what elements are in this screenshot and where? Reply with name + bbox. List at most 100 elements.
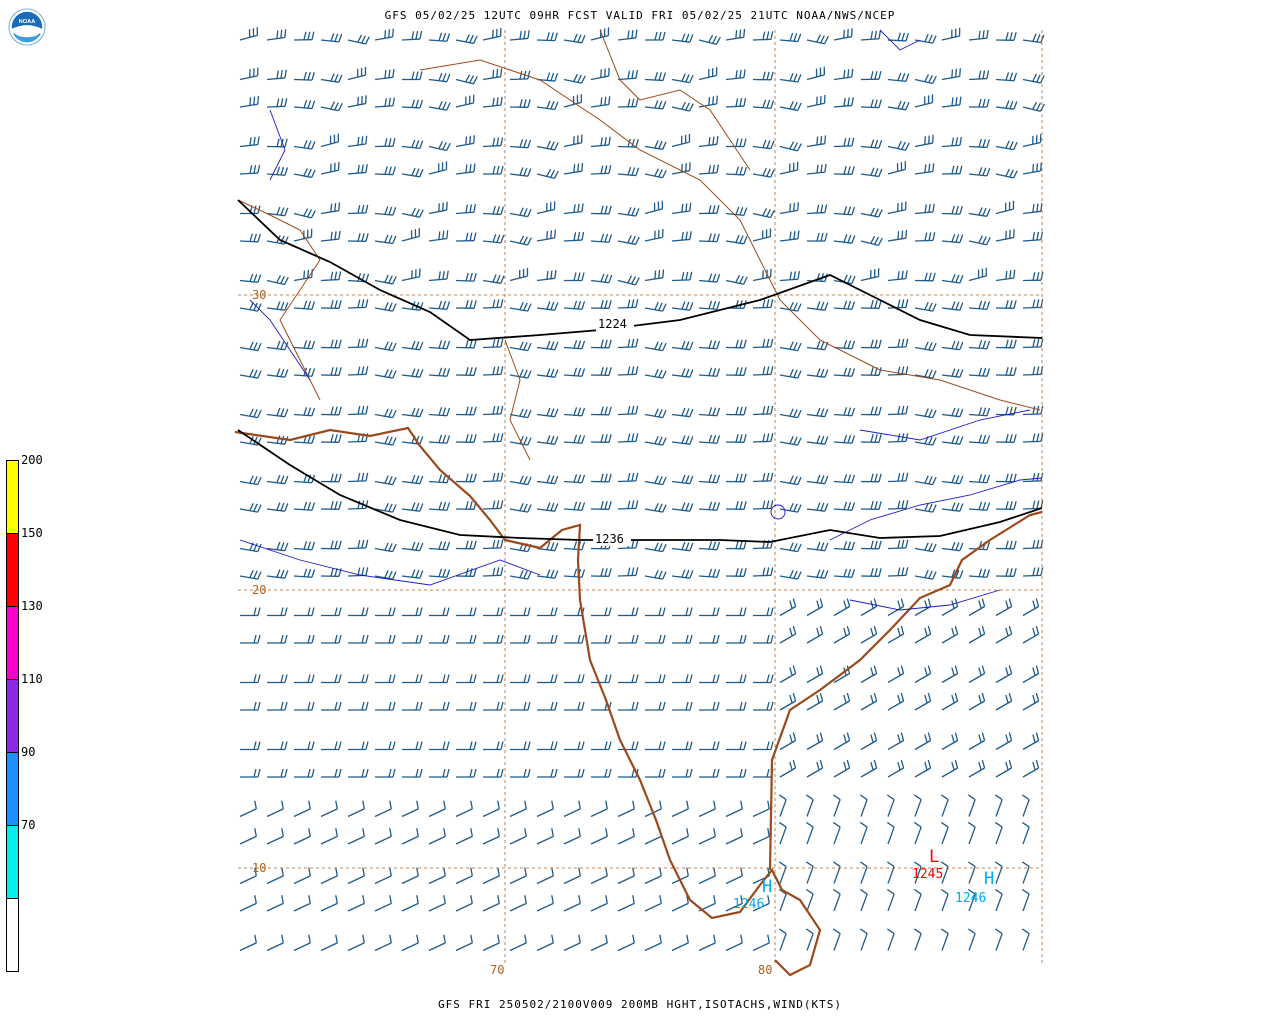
wind-barb — [833, 166, 855, 175]
wind-barb — [429, 701, 450, 711]
wind-barb — [347, 472, 369, 483]
wind-barb — [347, 164, 368, 175]
wind-barb — [644, 542, 667, 553]
wind-barb — [644, 502, 667, 513]
wind-barb — [941, 732, 959, 751]
wind-barb — [617, 275, 640, 286]
wind-barb — [967, 821, 976, 845]
wind-barb — [267, 701, 288, 711]
wind-barb — [779, 271, 801, 282]
wind-barb — [320, 161, 340, 175]
wind-barb — [698, 407, 721, 417]
wind-barb — [483, 607, 504, 617]
wind-barb — [941, 340, 964, 351]
wind-barb — [645, 674, 666, 684]
center-value: 1245 — [912, 867, 943, 882]
wind-barb — [374, 828, 392, 845]
wind-barb — [590, 568, 612, 577]
isotach-legend: 70 90 110 130 150 200 — [6, 453, 66, 980]
wind-barb — [886, 928, 895, 951]
wind-barb — [347, 895, 365, 912]
wind-barb — [509, 301, 532, 312]
wind-barb — [725, 895, 743, 912]
wind-barb — [1022, 101, 1045, 112]
wind-barb — [563, 407, 586, 417]
wind-barb — [968, 235, 991, 246]
wind-barb — [294, 674, 315, 684]
legend-label: 150 — [21, 526, 43, 540]
wind-barb — [402, 701, 423, 711]
wind-barb — [374, 569, 397, 580]
wind-barb — [374, 301, 397, 312]
wind-barb — [698, 541, 721, 551]
wind-barb — [536, 867, 554, 885]
wind-barb — [590, 233, 613, 243]
wind-barb — [941, 407, 964, 418]
wind-barb — [805, 888, 814, 912]
wind-barb — [994, 888, 1003, 912]
wind-barb — [509, 895, 527, 912]
wind-barb — [726, 701, 747, 711]
wind-barb — [994, 861, 1003, 884]
wind-barb — [671, 271, 693, 282]
wind-barb — [1022, 472, 1044, 483]
wind-barb — [887, 472, 909, 483]
wind-barb — [591, 634, 612, 644]
wind-barb — [374, 895, 392, 912]
wind-barb — [968, 207, 991, 217]
wind-barb — [698, 568, 721, 578]
wind-barb — [428, 828, 446, 845]
wind-barb — [859, 928, 868, 951]
wind-barb — [536, 100, 559, 111]
wind-barb — [536, 502, 559, 512]
wind-barb — [591, 741, 612, 751]
wind-barb — [806, 204, 828, 215]
wind-barb — [805, 861, 814, 884]
wind-barb — [590, 273, 613, 284]
wind-barb — [859, 821, 868, 845]
wind-barb — [267, 634, 288, 644]
wind-barb — [752, 139, 775, 150]
wind-barb — [859, 861, 868, 884]
wind-barb — [778, 861, 787, 884]
wind-barb — [293, 800, 311, 818]
wind-barb — [267, 607, 288, 617]
latitude-label: 30 — [252, 288, 266, 302]
wind-barb — [617, 895, 635, 912]
wind-barb — [725, 97, 747, 108]
wind-barb — [482, 472, 504, 483]
wind-barb — [401, 541, 424, 552]
wind-barb — [671, 101, 694, 112]
wind-barb — [699, 701, 720, 711]
wind-barb — [914, 163, 935, 175]
wind-barb — [887, 140, 910, 151]
low-center-symbol: L — [929, 847, 939, 867]
wind-barb — [348, 607, 369, 617]
wind-barb — [401, 800, 419, 818]
wind-barb — [698, 233, 720, 243]
wind-barb — [833, 407, 856, 417]
wind-barb — [860, 167, 883, 178]
wind-barb — [805, 794, 814, 817]
wind-barb — [428, 230, 449, 242]
wind-barb — [671, 895, 689, 912]
wind-barb — [860, 473, 882, 483]
wind-barb — [510, 701, 531, 711]
wind-barb — [671, 231, 692, 242]
wind-barb — [698, 300, 721, 310]
wind-barb — [725, 934, 743, 952]
wind-barb — [428, 434, 451, 444]
wind-barb — [994, 794, 1003, 817]
wind-barb — [725, 28, 746, 41]
wind-barb — [266, 541, 289, 552]
wind-barb — [483, 674, 504, 684]
wind-barb — [266, 98, 288, 108]
wind-barb — [860, 99, 882, 109]
wind-barb — [995, 434, 1017, 443]
wind-barb — [752, 71, 774, 81]
wind-barb — [698, 67, 718, 81]
wind-barb — [509, 30, 530, 41]
wind-barb — [779, 598, 797, 617]
wind-barb — [239, 542, 262, 553]
wind-barb — [671, 162, 691, 175]
